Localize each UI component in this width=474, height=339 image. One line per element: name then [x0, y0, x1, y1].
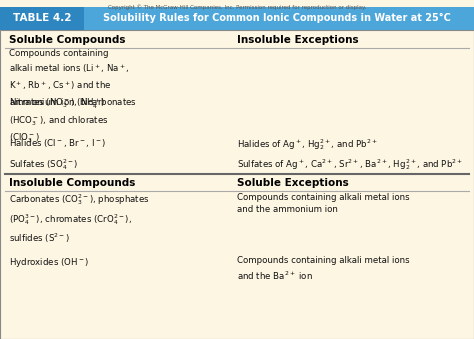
Text: Sulfates of Ag$^+$, Ca$^{2+}$, Sr$^{2+}$, Ba$^{2+}$, Hg$_2^{2+}$, and Pb$^{2+}$: Sulfates of Ag$^+$, Ca$^{2+}$, Sr$^{2+}$… — [237, 157, 463, 172]
FancyBboxPatch shape — [0, 30, 474, 339]
Text: Insoluble Exceptions: Insoluble Exceptions — [237, 35, 359, 44]
Text: Halides of Ag$^+$, Hg$_2^{2+}$, and Pb$^{2+}$: Halides of Ag$^+$, Hg$_2^{2+}$, and Pb$^… — [237, 137, 377, 152]
Text: Compounds containing
alkali metal ions (Li$^+$, Na$^+$,
K$^+$, Rb$^+$, Cs$^+$) a: Compounds containing alkali metal ions (… — [9, 49, 130, 111]
Text: Insoluble Compounds: Insoluble Compounds — [9, 178, 136, 187]
Text: Solubility Rules for Common Ionic Compounds in Water at 25°C: Solubility Rules for Common Ionic Compou… — [103, 13, 451, 23]
Text: Hydroxides (OH$^-$): Hydroxides (OH$^-$) — [9, 256, 90, 269]
Text: Compounds containing alkali metal ions
and the ammonium ion: Compounds containing alkali metal ions a… — [237, 193, 410, 214]
Text: Nitrates (NO$_3^-$), bicarbonates
(HCO$_3^-$), and chlorates
(ClO$_3^-$): Nitrates (NO$_3^-$), bicarbonates (HCO$_… — [9, 97, 137, 145]
Text: Sulfates (SO$_4^{2-}$): Sulfates (SO$_4^{2-}$) — [9, 157, 79, 172]
Text: TABLE 4.2: TABLE 4.2 — [13, 13, 72, 23]
Text: Copyright © The McGraw-Hill Companies, Inc. Permission required for reproduction: Copyright © The McGraw-Hill Companies, I… — [108, 4, 366, 10]
Text: Compounds containing alkali metal ions
and the Ba$^{2+}$ ion: Compounds containing alkali metal ions a… — [237, 256, 410, 282]
Text: Soluble Exceptions: Soluble Exceptions — [237, 178, 349, 187]
Text: Carbonates (CO$_3^{2-}$), phosphates
(PO$_4^{3-}$), chromates (CrO$_4^{2-}$),
su: Carbonates (CO$_3^{2-}$), phosphates (PO… — [9, 193, 150, 245]
FancyBboxPatch shape — [0, 7, 474, 30]
Text: Halides (Cl$^-$, Br$^-$, I$^-$): Halides (Cl$^-$, Br$^-$, I$^-$) — [9, 137, 107, 149]
FancyBboxPatch shape — [0, 7, 84, 30]
Text: Soluble Compounds: Soluble Compounds — [9, 35, 126, 44]
